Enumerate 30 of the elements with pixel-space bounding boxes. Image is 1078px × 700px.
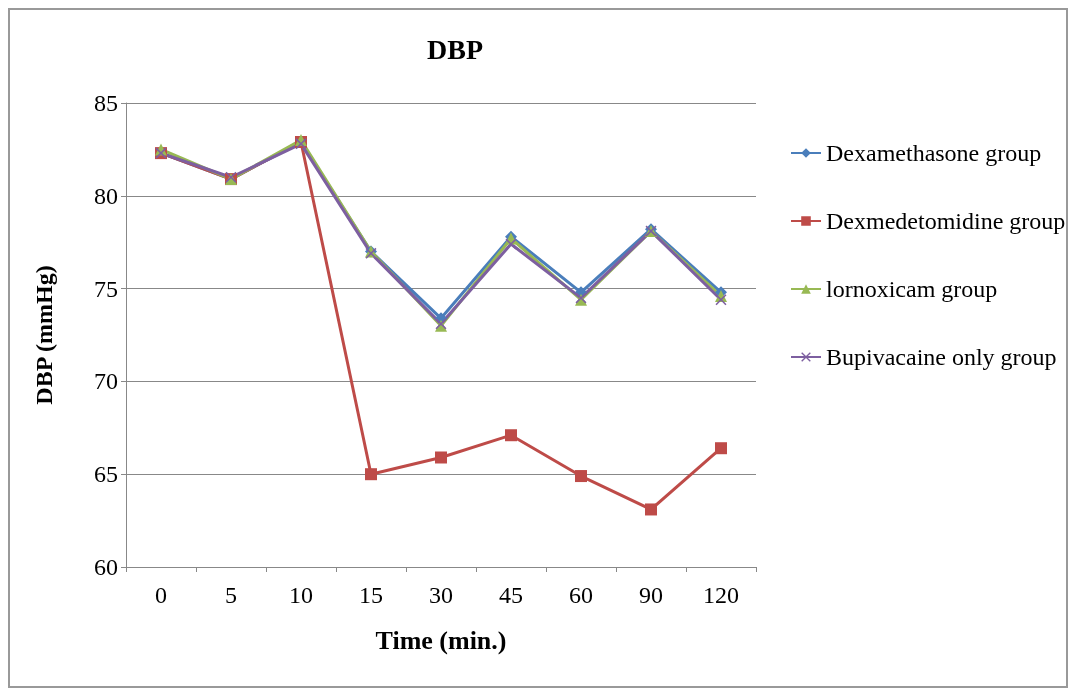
x-tick-label: 10: [289, 582, 313, 608]
legend-label: lornoxicam group: [826, 276, 998, 302]
point: [365, 468, 377, 481]
y-tick-label: 75: [94, 275, 118, 302]
x-tick-label: 90: [639, 582, 663, 608]
point: [575, 470, 587, 483]
y-tick-label: 70: [94, 368, 118, 395]
x-tick-label: 5: [225, 582, 237, 608]
y-axis-title: DBP (mmHg): [31, 265, 57, 405]
y-tick-label: 80: [94, 182, 118, 209]
legend-label: Dexamethasone group: [826, 140, 1042, 166]
point: [715, 294, 727, 306]
x-tick-label: 0: [155, 582, 167, 608]
point: [505, 429, 517, 442]
chart-title: DBP: [427, 33, 483, 65]
y-tick-label: 60: [94, 554, 118, 580]
point: [435, 451, 447, 464]
x-tick-label: 120: [703, 582, 739, 608]
x-tick-label: 60: [569, 582, 593, 608]
x-tick-label: 45: [499, 582, 523, 608]
legend-label: Bupivacaine only group: [826, 344, 1057, 370]
point: [715, 442, 727, 455]
x-tick-label: 15: [359, 582, 383, 608]
point: [505, 238, 517, 250]
y-tick-label: 85: [94, 90, 118, 116]
x-tick-label: 30: [429, 582, 453, 608]
y-tick-label: 65: [94, 461, 118, 488]
legend-label: Dexmedetomidine group: [826, 208, 1066, 234]
point: [645, 503, 657, 516]
x-axis-title: Time (min.): [375, 625, 507, 655]
